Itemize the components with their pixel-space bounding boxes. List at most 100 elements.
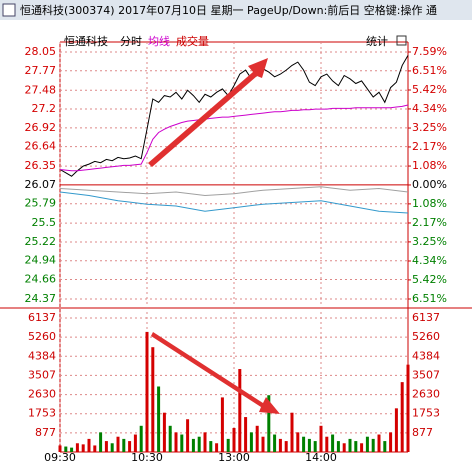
volume-tick-label: 1753 xyxy=(28,407,56,420)
volume-bar xyxy=(168,425,172,452)
volume-bar xyxy=(99,432,103,452)
volume-bar xyxy=(104,441,108,452)
volume-bar xyxy=(151,347,155,452)
volume-bar xyxy=(75,443,79,452)
y-tick-label: 26.92 xyxy=(25,121,57,134)
volume-bar xyxy=(348,438,352,452)
volume-bar xyxy=(400,382,404,452)
volume-bar xyxy=(180,434,184,452)
volume-bar xyxy=(139,425,143,452)
y2-tick-label: 7.59% xyxy=(412,45,447,58)
volume-bar xyxy=(313,441,317,452)
volume-bar xyxy=(162,412,166,452)
volume-tick-label-right: 877 xyxy=(412,426,433,439)
window-title: 恒通科技(300374) 2017年07月10日 星期一 PageUp/Down… xyxy=(20,3,437,17)
y2-tick-label: 4.34% xyxy=(412,254,447,267)
x-tick-label: 13:00 xyxy=(218,451,250,464)
volume-bar xyxy=(354,441,358,452)
price-line xyxy=(59,55,409,177)
y2-tick-label: 2.17% xyxy=(412,140,447,153)
title-bar xyxy=(0,0,472,20)
y2-tick-label: 5.42% xyxy=(412,83,447,96)
volume-bar xyxy=(81,444,85,452)
y2-tick-label: 6.51% xyxy=(412,64,447,77)
volume-bar xyxy=(122,438,126,452)
volume-bar xyxy=(70,447,74,452)
y-tick-label: 24.66 xyxy=(25,273,57,286)
volume-tick-label-right: 5260 xyxy=(412,330,440,343)
y-tick-label: 26.64 xyxy=(25,140,57,153)
y2-tick-label: 0.00% xyxy=(412,178,447,191)
volume-bar xyxy=(325,436,329,452)
volume-tick-label-right: 6137 xyxy=(412,311,440,324)
volume-bar xyxy=(87,438,91,452)
y2-tick-label: 1.08% xyxy=(412,159,447,172)
window-toggle[interactable] xyxy=(396,35,407,46)
price-line xyxy=(59,104,409,172)
arrow-up xyxy=(148,58,268,167)
arrow-down xyxy=(151,332,280,414)
volume-bar xyxy=(249,432,253,452)
volume-bar xyxy=(191,438,195,452)
volume-bar xyxy=(232,427,236,452)
volume-bar xyxy=(203,432,207,452)
volume-tick-label-right: 3507 xyxy=(412,368,440,381)
volume-bar xyxy=(307,438,311,452)
volume-bar xyxy=(365,436,369,452)
y2-tick-label: 1.08% xyxy=(412,197,447,210)
volume-bar xyxy=(296,432,300,452)
volume-bar xyxy=(261,436,265,452)
y2-tick-label: 2.17% xyxy=(412,216,447,229)
stats-button[interactable]: 统计 xyxy=(366,35,388,48)
volume-bar xyxy=(238,369,242,452)
x-tick-label: 14:00 xyxy=(305,451,337,464)
volume-bar xyxy=(197,436,201,452)
avg-label[interactable]: 均线 xyxy=(148,34,170,48)
window-icon xyxy=(2,3,16,17)
volume-bar xyxy=(267,395,271,452)
y2-tick-label: 6.51% xyxy=(412,292,447,305)
volume-bar xyxy=(371,438,375,452)
volume-bar xyxy=(273,434,277,452)
y-tick-label: 26.07 xyxy=(25,178,57,191)
volume-tick-label-right: 4384 xyxy=(412,349,440,362)
volume-tick-label-right: 2630 xyxy=(412,388,440,401)
x-tick-label: 09:30 xyxy=(44,451,76,464)
volume-bar xyxy=(64,446,68,452)
volume-bar xyxy=(186,419,190,452)
y-tick-label: 25.79 xyxy=(25,197,57,210)
y-tick-label: 24.37 xyxy=(25,292,57,305)
y2-tick-label: 3.25% xyxy=(412,121,447,134)
volume-tick-label: 3507 xyxy=(28,368,56,381)
y-tick-label: 27.48 xyxy=(25,83,57,96)
volume-bar xyxy=(290,412,294,452)
volume-tick-label: 6137 xyxy=(28,311,56,324)
y-tick-label: 26.35 xyxy=(25,159,57,172)
y2-tick-label: 3.25% xyxy=(412,235,447,248)
volume-bar xyxy=(302,436,306,452)
volume-bar xyxy=(336,441,340,452)
volume-bar xyxy=(394,408,398,452)
volume-bar xyxy=(133,434,137,452)
volume-tick-label: 5260 xyxy=(28,330,56,343)
mode-label[interactable]: 分时 xyxy=(120,35,142,48)
price-line xyxy=(59,191,409,214)
volume-tick-label: 2630 xyxy=(28,388,56,401)
volume-bar xyxy=(278,438,282,452)
volume-bar xyxy=(145,331,149,452)
volume-bar xyxy=(110,443,114,452)
volume-bar xyxy=(331,434,335,452)
volume-bar xyxy=(93,445,97,452)
volume-bar xyxy=(383,441,387,452)
y2-tick-label: 5.42% xyxy=(412,273,447,286)
y-tick-label: 28.05 xyxy=(25,45,57,58)
volume-bar xyxy=(220,397,224,452)
volume-bar xyxy=(319,425,323,452)
volume-bar xyxy=(360,443,364,452)
y-tick-label: 24.94 xyxy=(25,254,57,267)
volume-bar xyxy=(128,441,132,452)
volume-label[interactable]: 成交量 xyxy=(176,34,209,48)
price-line xyxy=(59,186,409,197)
stock-name: 恒通科技 xyxy=(64,34,108,48)
y-tick-label: 27.2 xyxy=(32,102,57,115)
